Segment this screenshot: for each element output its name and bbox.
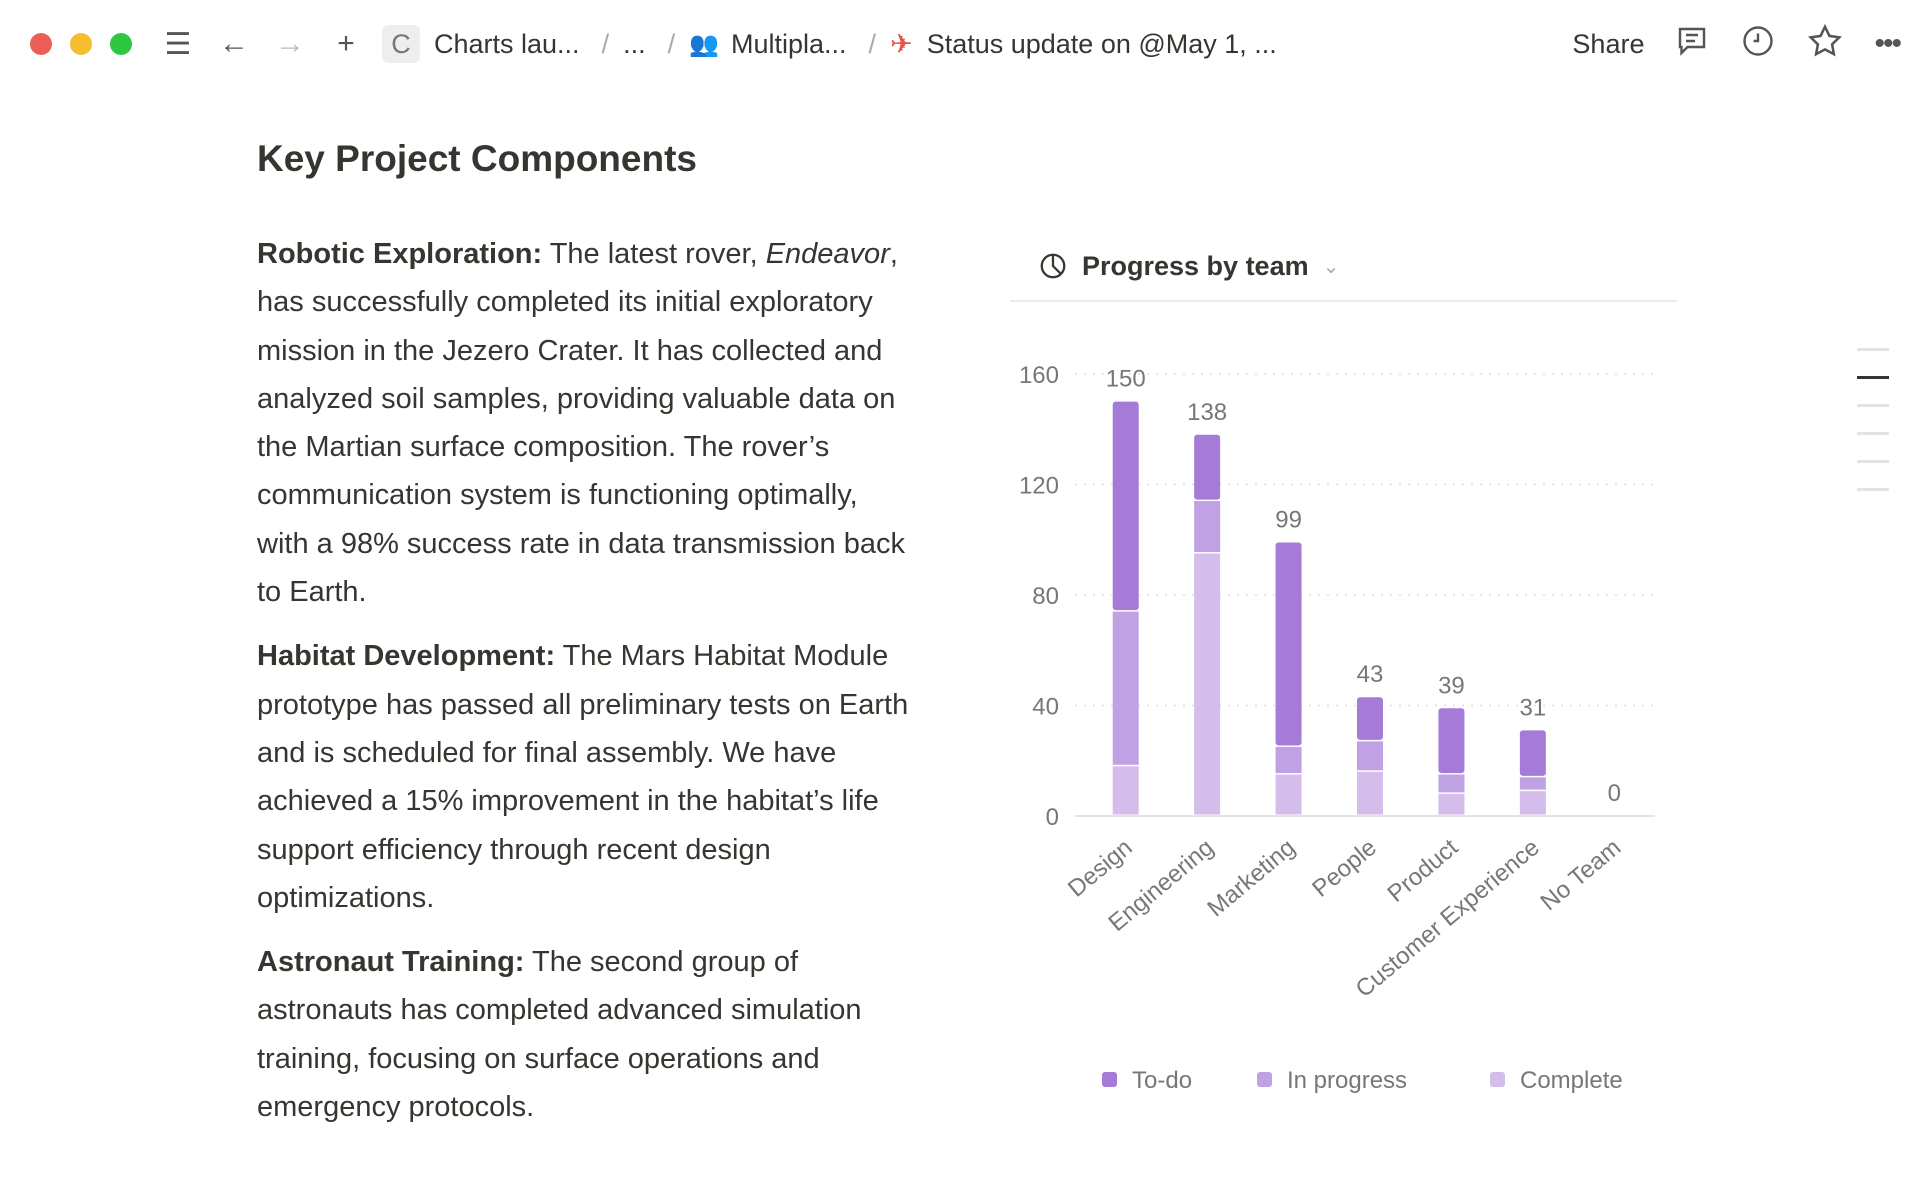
rover-name: Endeavor [765,238,890,270]
page-outline[interactable] [1857,348,1889,516]
breadcrumb-label: Multipla... [731,28,847,59]
y-tick-label: 160 [1019,362,1059,389]
chevron-down-icon[interactable]: ⌄ [1322,255,1340,278]
legend-label: To-do [1132,1067,1192,1094]
x-tick-label: Design [1063,834,1138,903]
paragraph-text: The Mars Habitat Module prototype has pa… [257,640,909,914]
rocket-icon: ✈ [890,28,913,59]
close-window-button[interactable] [30,33,52,55]
legend-swatch [1257,1072,1272,1087]
bar-total-label: 31 [1520,694,1547,721]
legend-swatch [1490,1072,1505,1087]
bar-segment-in-progress [1194,501,1221,553]
breadcrumb-separator: / [868,28,877,59]
bar-total-label: 0 [1608,780,1621,807]
breadcrumb-multiplanetary[interactable]: 👥 Multipla... [689,29,846,60]
bar-segment-to-do [1519,730,1546,776]
c-letter-icon: C [382,25,420,63]
bar-total-label: 39 [1438,672,1465,699]
forward-arrow-icon[interactable]: → [275,27,305,60]
outline-mark[interactable] [1857,348,1889,351]
bar-segment-complete [1519,791,1546,815]
chart-block: Progress by team ⌄ 0 40 80 120 160 150 Design 1… [1010,240,1677,1094]
outline-mark[interactable] [1857,404,1889,407]
top-bar: ☰ ← → + C Charts lau... / ... / 👥 Multipla… [0,0,1920,88]
menu-icon[interactable]: ☰ [164,27,192,61]
page-body: Robotic Exploration: The latest rover, E… [257,230,917,1147]
y-tick-label: 80 [1032,583,1059,610]
bar-total-label: 138 [1187,399,1227,426]
breadcrumb-separator: / [601,28,610,59]
chart-header[interactable]: Progress by team ⌄ [1010,240,1677,302]
y-tick-label: 0 [1046,804,1059,831]
bar-total-label: 150 [1106,366,1146,393]
team-icon: 👥 [689,30,719,58]
x-tick-label: No Team [1536,834,1627,916]
breadcrumb-ellipsis[interactable]: ... [623,29,646,60]
outline-mark[interactable] [1857,460,1889,463]
outline-mark[interactable] [1857,432,1889,435]
paragraph-heading: Robotic Exploration: [257,238,543,270]
bar-total-label: 99 [1275,507,1302,534]
bar-segment-complete [1112,766,1139,815]
paragraph-heading: Astronaut Training: [257,946,525,979]
plus-icon[interactable]: + [337,27,355,60]
paragraph-robotic-exploration: Robotic Exploration: The latest rover, E… [257,230,917,616]
minimize-window-button[interactable] [70,33,92,55]
more-options-icon[interactable]: ••• [1874,27,1901,60]
bar-segment-in-progress [1275,746,1302,774]
x-tick-label: People [1307,834,1382,903]
bar-segment-complete [1438,793,1465,815]
bar-segment-in-progress [1438,774,1465,793]
paragraph-text: The latest rover, [542,238,766,270]
breadcrumb-label: ... [623,28,646,59]
bar-segment-to-do [1112,401,1139,611]
paragraph-heading: Habitat Development: [257,640,556,673]
share-button[interactable]: Share [1572,28,1645,59]
y-tick-label: 120 [1019,473,1059,500]
bar-segment-in-progress [1519,777,1546,790]
bar-segment-to-do [1357,697,1383,740]
bar-segment-to-do [1438,708,1465,774]
y-tick-label: 40 [1032,694,1059,721]
legend-label: In progress [1287,1067,1407,1094]
bar-segment-complete [1275,774,1302,815]
breadcrumb-label: Status update on @May 1, ... [926,28,1277,59]
legend-label: Complete [1520,1067,1623,1094]
legend-swatch [1102,1072,1117,1087]
paragraph-text: , has successfully completed its initial… [257,238,905,609]
pie-chart-icon [1040,253,1066,279]
outline-mark-active[interactable] [1857,376,1889,379]
bar-total-label: 43 [1357,661,1384,688]
page-title: Key Project Components [257,138,697,179]
paragraph-text: The second group of astronauts has compl… [257,946,862,1124]
breadcrumb-status-update[interactable]: ✈ Status update on @May 1, ... [890,29,1277,60]
star-icon[interactable] [1806,22,1844,67]
breadcrumb-separator: / [667,28,676,59]
bar-segment-to-do [1275,542,1302,746]
maximize-window-button[interactable] [110,33,132,55]
history-clock-icon[interactable] [1740,23,1776,66]
bar-segment-in-progress [1112,611,1139,765]
paragraph-astronaut-training: Astronaut Training: The second group of … [257,938,917,1131]
paragraph-habitat-development: Habitat Development: The Mars Habitat Mo… [257,632,917,922]
bar-segment-complete [1194,553,1221,815]
back-arrow-icon[interactable]: ← [219,27,249,60]
x-tick-label: Marketing [1202,834,1300,922]
chart-title: Progress by team [1082,250,1309,281]
breadcrumb-label: Charts lau... [434,28,580,59]
outline-mark[interactable] [1857,488,1889,491]
comments-icon[interactable] [1674,23,1710,66]
bar-segment-to-do [1194,434,1221,500]
bar-segment-complete [1357,771,1383,815]
breadcrumb-charts[interactable]: C Charts lau... [382,25,580,63]
bar-segment-in-progress [1357,741,1383,771]
